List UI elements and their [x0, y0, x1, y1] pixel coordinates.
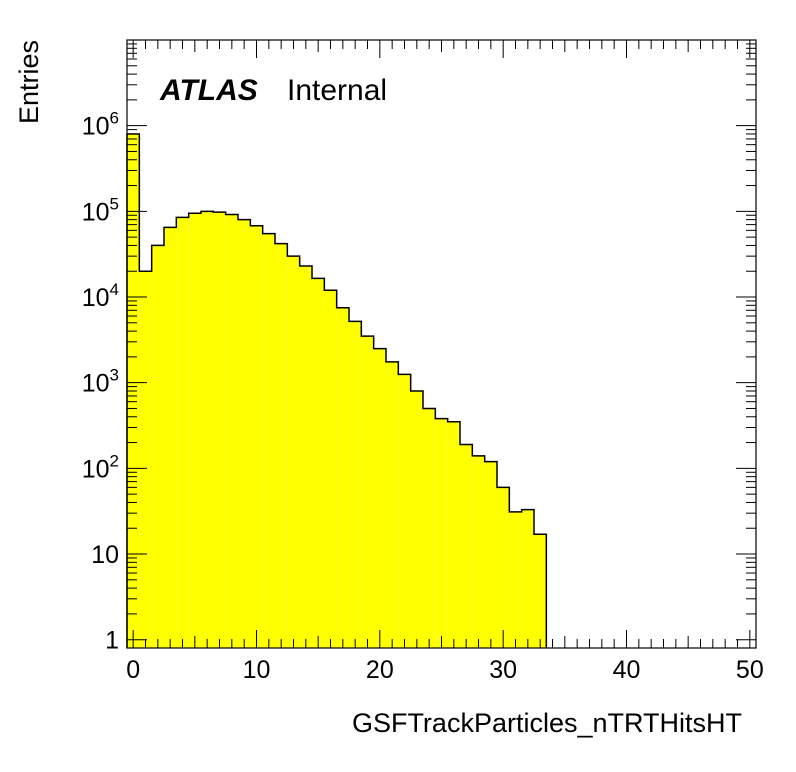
histogram-bar: [262, 233, 275, 649]
x-tick-label: 0: [126, 656, 140, 684]
histogram-bar: [447, 421, 460, 648]
x-tick-label: 40: [613, 656, 641, 684]
histogram-bar: [312, 278, 325, 648]
histogram-bar: [509, 511, 522, 648]
histogram-bars: [126, 133, 548, 649]
y-tick-label: 104: [82, 280, 119, 312]
histogram-bar: [410, 390, 423, 648]
x-axis-title: GSFTrackParticles_nTRTHitsHT: [352, 708, 742, 738]
y-tick-label: 103: [82, 366, 119, 398]
histogram-bar: [398, 374, 411, 648]
histogram-bar: [188, 213, 201, 649]
axis-ticks: [127, 39, 756, 648]
histogram-bar: [497, 487, 510, 648]
x-tick-labels: 0 10 20 30 40 50: [126, 656, 764, 684]
histogram-bar: [349, 321, 362, 648]
histogram-bar: [299, 266, 312, 648]
histogram-bar: [151, 245, 164, 648]
histogram-bar: [472, 455, 485, 648]
y-tick-label: 10: [91, 541, 119, 569]
histogram-bar: [386, 361, 399, 648]
histogram-bar: [201, 211, 214, 649]
histogram-bar: [238, 219, 251, 648]
histogram-bar: [225, 214, 238, 648]
y-tick-label: 1: [105, 627, 119, 655]
y-tick-label: 102: [82, 451, 119, 483]
histogram-bar: [213, 212, 226, 648]
x-tick-label: 50: [736, 656, 764, 684]
atlas-status-label: Internal: [287, 74, 387, 107]
histogram-bar: [324, 290, 337, 648]
y-tick-label: 105: [82, 194, 119, 226]
histogram-bar: [460, 444, 473, 648]
histogram-bar: [275, 243, 288, 648]
histogram-bar: [139, 271, 152, 648]
histogram-bar: [176, 217, 189, 649]
x-tick-label: 10: [243, 656, 271, 684]
histogram-outline: [126, 133, 548, 648]
histogram-bar: [534, 534, 547, 648]
histogram-bar: [423, 408, 436, 648]
histogram-bar: [336, 307, 349, 648]
histogram-bar: [521, 509, 534, 648]
x-tick-label: 30: [489, 656, 517, 684]
y-axis-title: Entries: [14, 40, 44, 124]
y-tick-labels: 1 10 102 103 104 105 106: [82, 109, 119, 655]
histogram-bar: [361, 336, 374, 648]
histogram-bar: [164, 227, 177, 648]
histogram-bar: [287, 256, 300, 648]
y-tick-label: 106: [82, 109, 119, 141]
histogram-bar: [373, 348, 386, 648]
histogram-bar: [250, 225, 263, 648]
atlas-brand-label: ATLAS: [159, 74, 258, 107]
x-tick-label: 20: [366, 656, 394, 684]
histogram-bar: [484, 461, 497, 648]
histogram-bar: [435, 418, 448, 648]
